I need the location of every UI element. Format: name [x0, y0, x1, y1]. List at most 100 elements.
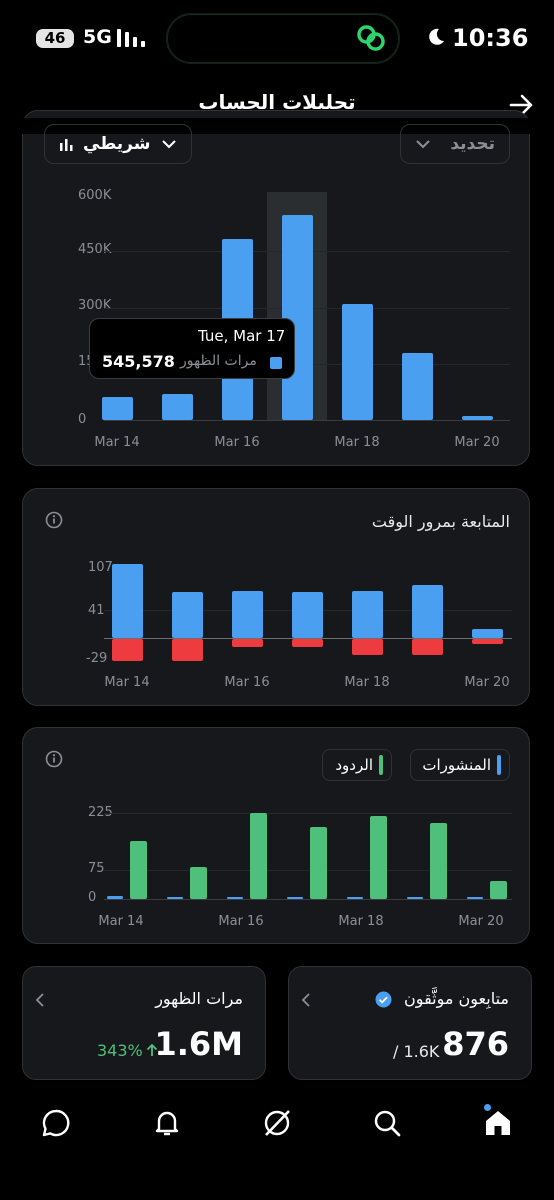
card-title: المتابعة بمرور الوقت	[371, 512, 510, 531]
y-tick-label: 0	[78, 412, 87, 427]
x-tick-label: Mar 14	[104, 675, 150, 690]
follows-bar	[231, 590, 263, 638]
follows-bar	[171, 592, 203, 638]
follows-bar	[111, 564, 143, 638]
y-tick-label: 107	[88, 560, 113, 575]
posts-bar	[467, 897, 483, 899]
battery-indicator: 46	[36, 29, 74, 48]
impressions-bar	[341, 304, 373, 420]
x-tick-label: Mar 20	[458, 914, 504, 929]
x-tick-label: Mar 18	[338, 914, 384, 929]
search-icon[interactable]	[372, 1108, 402, 1138]
unfollows-bar	[111, 639, 143, 661]
tooltip-label: مرات الظهور	[180, 353, 257, 369]
replies-bar	[190, 866, 207, 899]
gridline	[104, 899, 512, 900]
posts-bar	[287, 897, 303, 899]
impressions-stat-card[interactable]: مرات الظهور 1.6M 343%	[22, 966, 266, 1080]
follows-bar	[411, 585, 443, 638]
signal-bars-icon	[117, 29, 145, 47]
stat-value: 876	[442, 1025, 509, 1063]
unfollows-bar	[171, 639, 203, 661]
network-type: 5G	[83, 26, 112, 48]
y-tick-label: 450K	[78, 242, 112, 257]
stat-title: متابِعون موثَّقون	[404, 989, 509, 1008]
legend-replies[interactable]: الردود	[322, 749, 392, 781]
tooltip-swatch	[270, 357, 282, 369]
home-icon[interactable]	[482, 1108, 514, 1138]
verified-badge-icon	[375, 991, 392, 1008]
x-tick-label: Mar 16	[214, 435, 260, 450]
y-tick-label: 225	[88, 805, 113, 820]
replies-bar	[490, 881, 507, 899]
x-tick-label: Mar 18	[344, 675, 390, 690]
unfollows-bar	[351, 639, 383, 655]
unfollows-bar	[471, 639, 503, 645]
grok-icon[interactable]	[262, 1108, 292, 1138]
verified-followers-stat-card[interactable]: متابِعون موثَّقون 876 / 1.6K	[288, 966, 532, 1080]
unfollows-bar	[411, 639, 443, 655]
impressions-bar	[281, 215, 313, 420]
chart-type-label: شريطي	[83, 134, 151, 154]
legend-posts[interactable]: المنشورات	[410, 749, 510, 781]
y-tick-label: 41	[88, 603, 105, 618]
posts-bar	[167, 897, 183, 899]
chevron-left-icon	[301, 993, 310, 1007]
follows-chart-card	[22, 488, 530, 706]
impressions-bar	[401, 352, 433, 420]
moon-icon	[429, 28, 444, 45]
unfollows-bar	[291, 639, 323, 648]
x-tick-label: Mar 14	[98, 914, 144, 929]
y-tick-label: 600K	[78, 188, 112, 203]
y-tick-label: 300K	[78, 298, 112, 313]
chart-type-dropdown[interactable]: شريطي	[44, 124, 192, 164]
gridline	[104, 813, 512, 814]
period-label: تحديد	[450, 134, 495, 154]
gridline	[104, 638, 512, 639]
chevron-down-icon	[162, 140, 176, 149]
info-icon[interactable]	[45, 511, 63, 529]
x-tick-label: Mar 16	[218, 914, 264, 929]
messages-icon[interactable]	[41, 1108, 71, 1138]
clock: 10:36	[452, 24, 529, 52]
replies-bar	[250, 813, 267, 899]
legend-label: المنشورات	[422, 756, 491, 774]
gridline	[104, 870, 512, 872]
follows-bar	[351, 590, 383, 638]
notifications-icon[interactable]	[152, 1108, 182, 1138]
legend-swatch	[379, 755, 383, 775]
home-notification-dot	[484, 1104, 491, 1111]
x-tick-label: Mar 20	[454, 435, 500, 450]
header-fade	[0, 118, 554, 134]
y-tick-label: 0	[88, 890, 97, 905]
arrow-up-icon	[146, 1043, 158, 1056]
tooltip-value: 545,578	[102, 352, 175, 371]
back-arrow-icon[interactable]	[508, 92, 536, 118]
impressions-bar	[461, 415, 493, 420]
posts-bar	[227, 897, 243, 899]
x-tick-label: Mar 16	[224, 675, 270, 690]
follows-bar	[471, 629, 503, 638]
x-tick-label: Mar 18	[334, 435, 380, 450]
follows-bar	[291, 592, 323, 638]
y-tick-label: 75	[88, 861, 105, 876]
chart-tooltip: Tue, Mar 17 مرات الظهور 545,578	[89, 318, 295, 379]
posts-bar	[407, 896, 423, 899]
replies-bar	[370, 816, 387, 899]
stat-value: 1.6M	[154, 1025, 243, 1063]
unfollows-bar	[231, 639, 263, 648]
chevron-left-icon	[35, 993, 44, 1007]
replies-bar	[310, 826, 327, 899]
y-tick-label: -29	[86, 651, 108, 666]
replies-bar	[430, 823, 447, 899]
posts-bar	[107, 895, 123, 899]
legend-label: الردود	[335, 756, 373, 774]
replies-bar	[130, 840, 147, 899]
tooltip-date: Tue, Mar 17	[198, 327, 286, 345]
info-icon[interactable]	[45, 750, 63, 768]
bar-chart-icon	[60, 139, 73, 151]
period-dropdown[interactable]: تحديد	[400, 124, 510, 164]
stat-title: مرات الظهور	[155, 989, 243, 1008]
legend-swatch	[497, 755, 501, 775]
posts-bar	[347, 897, 363, 899]
